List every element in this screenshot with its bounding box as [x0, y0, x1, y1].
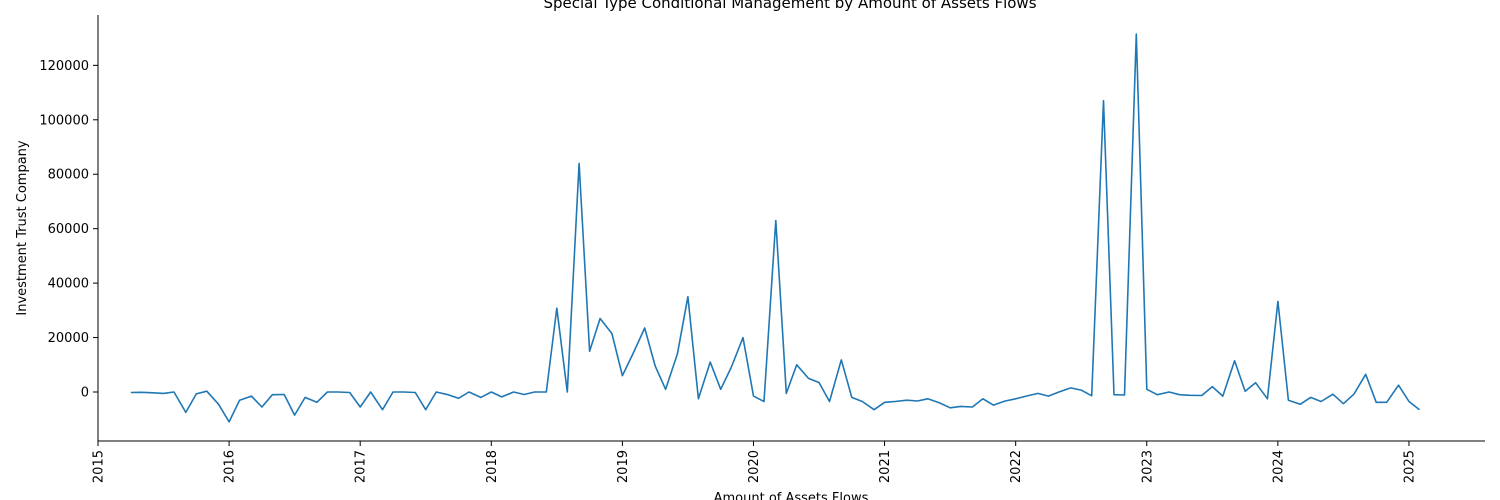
series-line — [130, 33, 1420, 423]
x-tick-label: 2020 — [747, 450, 762, 483]
x-axis-ticks: 2015 2016 2017 2018 2019 2020 2021 2022 2023 2024… — [92, 441, 1417, 483]
x-tick-label: 2021 — [878, 450, 893, 483]
y-tick-label: 20000 — [48, 331, 89, 346]
y-axis-label: Investment Trust Company — [15, 140, 30, 316]
x-tick-label: 2018 — [485, 450, 500, 483]
x-tick-label: 2022 — [1009, 450, 1024, 483]
y-axis-ticks: 0 20000 40000 60000 80000 100000 120000 — [39, 59, 98, 401]
y-tick-label: 0 — [81, 386, 89, 401]
x-tick-label: 2024 — [1271, 450, 1286, 483]
y-tick-label: 100000 — [39, 113, 89, 128]
y-tick-label: 40000 — [48, 277, 89, 292]
x-axis-label: Amount of Assets Flows — [714, 491, 869, 500]
x-tick-label: 2016 — [223, 450, 238, 483]
y-tick-label: 80000 — [48, 168, 89, 183]
x-tick-label: 2017 — [354, 450, 369, 483]
chart-title: Special Type Conditional Management by A… — [543, 0, 1036, 12]
y-tick-label: 120000 — [39, 59, 89, 74]
x-tick-label: 2019 — [616, 450, 631, 483]
x-tick-label: 2023 — [1140, 450, 1155, 483]
x-tick-label: 2015 — [92, 450, 107, 483]
x-tick-label: 2025 — [1402, 450, 1417, 483]
y-tick-label: 60000 — [48, 222, 89, 237]
